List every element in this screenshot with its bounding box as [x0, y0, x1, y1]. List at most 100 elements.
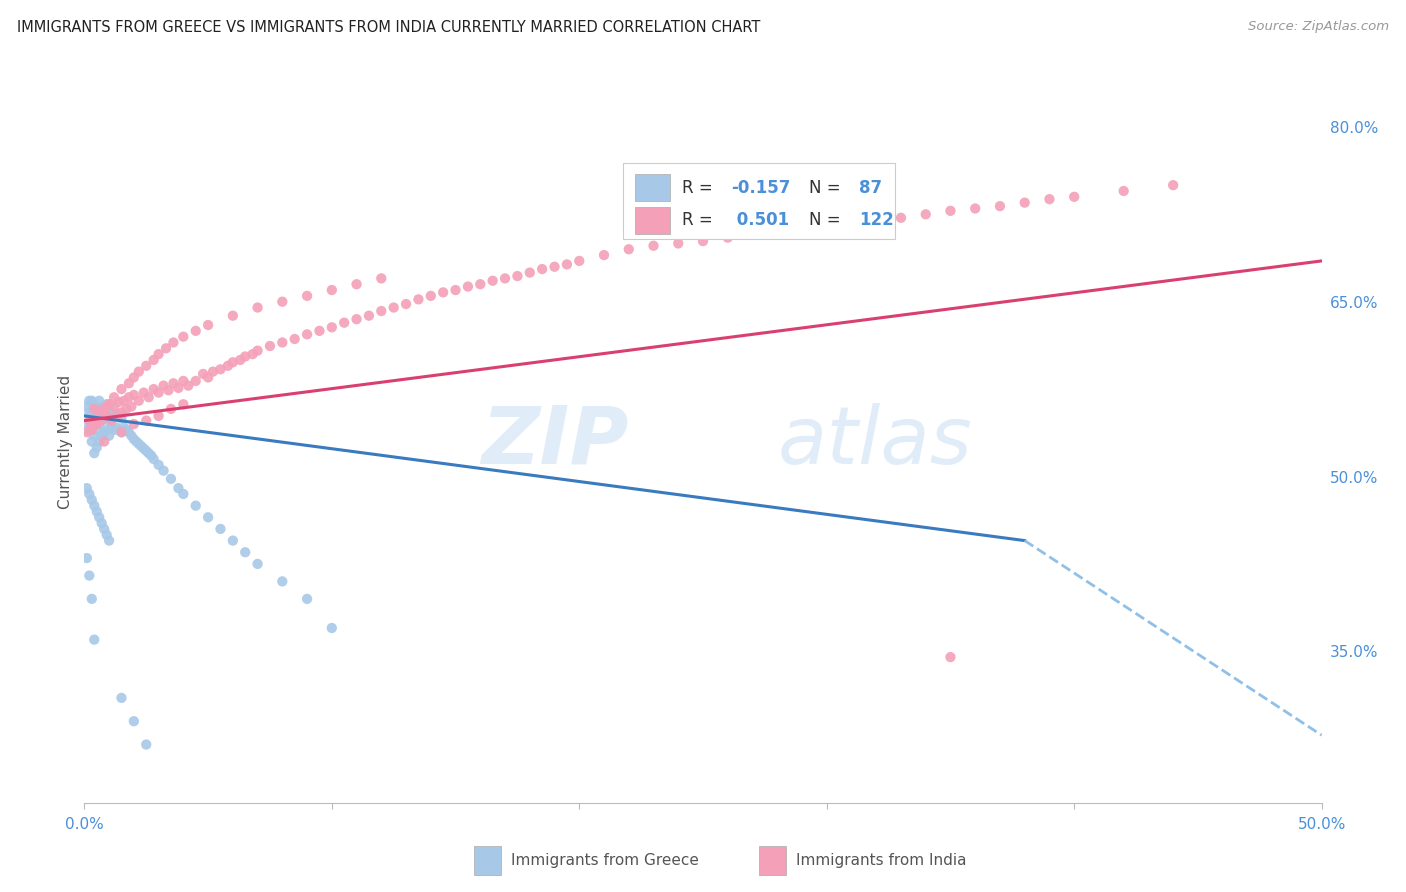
Point [110, 425, 132, 440]
Point [172, 329, 194, 343]
Point [76, 425, 98, 440]
Point [419, 289, 441, 303]
Point [110, 690, 132, 705]
Point [152, 464, 174, 478]
Point [98, 428, 121, 442]
Point [1038, 192, 1060, 206]
Point [105, 407, 128, 421]
FancyBboxPatch shape [623, 163, 894, 239]
Point [83, 417, 105, 431]
Point [128, 365, 150, 379]
Bar [636, 174, 669, 201]
Point [115, 401, 138, 416]
Point [98, 401, 121, 416]
Point [89, 434, 111, 449]
Text: 122: 122 [859, 211, 894, 229]
Point [167, 381, 190, 395]
Point [543, 260, 565, 274]
Point [741, 227, 763, 241]
Point [132, 385, 155, 400]
Point [79, 393, 101, 408]
Point [108, 395, 131, 409]
Point [86, 411, 108, 425]
Point [98, 413, 121, 427]
Point [100, 407, 122, 421]
Point [79, 417, 101, 431]
Point [357, 309, 380, 323]
Point [80, 434, 103, 449]
Text: -0.157: -0.157 [731, 178, 790, 196]
Point [100, 420, 122, 434]
Point [222, 309, 245, 323]
Point [157, 384, 180, 398]
Point [197, 370, 219, 384]
Point [93, 522, 115, 536]
Point [148, 458, 170, 472]
Point [346, 277, 368, 292]
Point [141, 449, 163, 463]
Point [89, 417, 111, 431]
Point [172, 374, 194, 388]
Point [346, 312, 368, 326]
Point [865, 213, 887, 227]
Y-axis label: Currently Married: Currently Married [58, 375, 73, 508]
Point [148, 409, 170, 423]
Point [152, 378, 174, 392]
Point [86, 413, 108, 427]
Point [666, 236, 689, 251]
Point [370, 304, 392, 318]
Point [142, 452, 165, 467]
Point [105, 409, 128, 423]
Point [76, 400, 98, 414]
Point [242, 347, 264, 361]
Point [93, 401, 115, 416]
Point [184, 499, 207, 513]
Point [142, 382, 165, 396]
Point [519, 266, 541, 280]
Point [115, 423, 138, 437]
Point [96, 528, 118, 542]
Point [184, 374, 207, 388]
Point [83, 632, 105, 647]
Text: IMMIGRANTS FROM GREECE VS IMMIGRANTS FROM INDIA CURRENTLY MARRIED CORRELATION CH: IMMIGRANTS FROM GREECE VS IMMIGRANTS FRO… [17, 20, 761, 35]
Point [90, 413, 112, 427]
Point [122, 370, 145, 384]
Point [112, 420, 135, 434]
Point [110, 411, 132, 425]
Point [90, 516, 112, 530]
Point [89, 405, 111, 419]
Point [138, 390, 160, 404]
Point [295, 327, 318, 342]
Point [217, 359, 239, 373]
Point [128, 437, 150, 451]
Point [83, 401, 105, 416]
Point [93, 411, 115, 425]
Point [142, 353, 165, 368]
Point [284, 332, 307, 346]
Bar [474, 847, 502, 875]
Point [76, 551, 98, 566]
Point [692, 234, 714, 248]
Point [617, 242, 640, 256]
Point [202, 365, 225, 379]
Point [308, 324, 330, 338]
Point [118, 376, 141, 391]
Point [122, 714, 145, 729]
Point [79, 568, 101, 582]
Point [103, 409, 125, 423]
Point [103, 400, 125, 414]
Point [118, 425, 141, 440]
Point [96, 397, 118, 411]
Point [333, 316, 356, 330]
Point [191, 367, 214, 381]
Point [125, 434, 148, 449]
Point [494, 271, 516, 285]
Point [135, 738, 157, 752]
Point [1014, 195, 1036, 210]
Point [172, 487, 194, 501]
Point [135, 359, 157, 373]
Point [939, 203, 962, 218]
Point [83, 400, 105, 414]
Point [112, 393, 135, 408]
Point [246, 557, 269, 571]
